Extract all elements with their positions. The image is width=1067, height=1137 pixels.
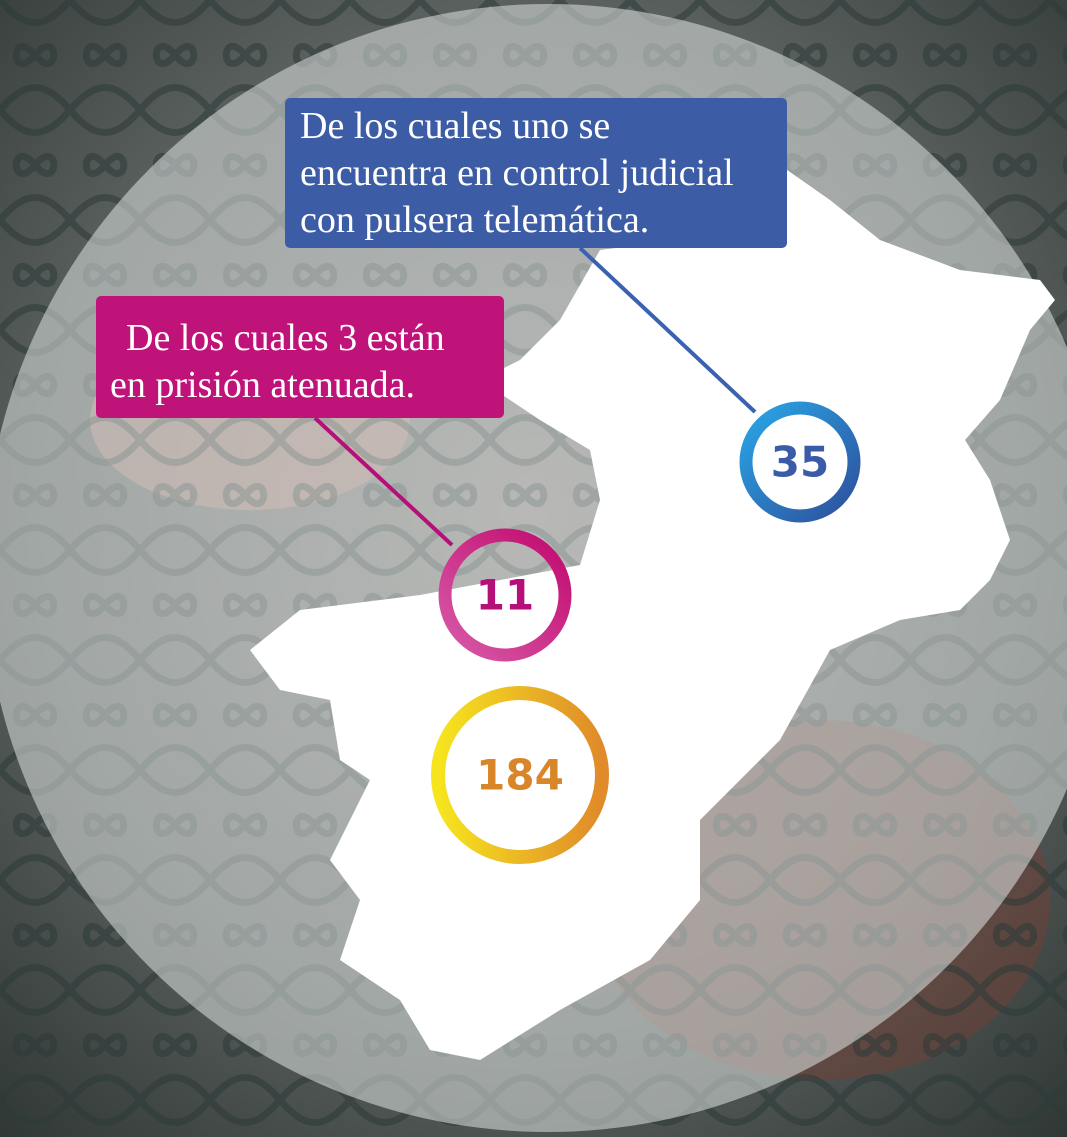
callout-text: encuentra en control judicial (300, 152, 734, 194)
callout-blue (285, 98, 787, 248)
map (250, 165, 1055, 1060)
callout-text: en prisión atenuada. (110, 364, 415, 406)
ring-11 (438, 528, 572, 662)
callout-pink (96, 296, 504, 418)
connector-blue (578, 246, 757, 414)
callout-text: De los cuales 3 están (126, 317, 445, 359)
marker-value: 35 (771, 438, 829, 487)
callout-text: con pulsera telemática. (300, 199, 649, 241)
marker-value: 184 (476, 751, 564, 800)
ring-184 (431, 686, 609, 864)
ring-35 (739, 401, 861, 523)
connector-pink (313, 416, 454, 547)
marker-value: 11 (476, 571, 534, 620)
callout-text: De los cuales uno se (300, 105, 610, 147)
